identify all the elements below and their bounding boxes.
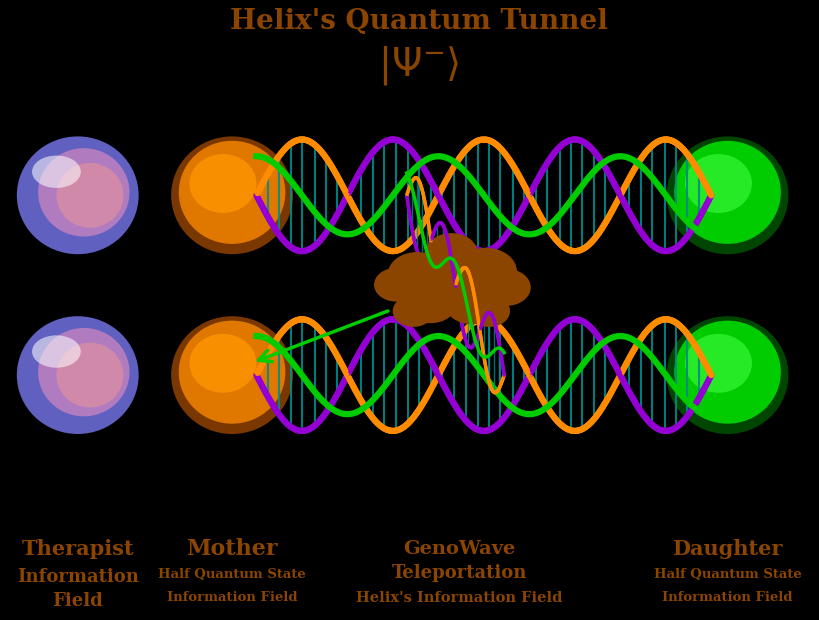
- Ellipse shape: [189, 334, 256, 393]
- Ellipse shape: [32, 156, 81, 188]
- Text: Daughter: Daughter: [672, 539, 782, 559]
- Text: Information Field: Information Field: [662, 591, 792, 603]
- Text: Helix's Information Field: Helix's Information Field: [356, 591, 562, 605]
- Circle shape: [392, 295, 433, 327]
- Ellipse shape: [32, 335, 81, 368]
- Text: Half Quantum State: Half Quantum State: [158, 569, 305, 581]
- Text: Teleportation: Teleportation: [391, 564, 527, 583]
- Text: Information Field: Information Field: [166, 591, 297, 603]
- Ellipse shape: [38, 148, 129, 236]
- Ellipse shape: [17, 316, 138, 434]
- Ellipse shape: [684, 154, 751, 213]
- Ellipse shape: [673, 321, 780, 423]
- Ellipse shape: [666, 136, 788, 254]
- Ellipse shape: [673, 141, 780, 244]
- Ellipse shape: [179, 321, 285, 423]
- Ellipse shape: [179, 141, 285, 244]
- Ellipse shape: [171, 316, 292, 434]
- Ellipse shape: [38, 328, 129, 417]
- Text: Helix's Quantum Tunnel: Helix's Quantum Tunnel: [229, 8, 607, 35]
- Ellipse shape: [17, 136, 138, 254]
- Ellipse shape: [57, 343, 124, 407]
- Circle shape: [373, 268, 418, 301]
- Circle shape: [444, 282, 499, 324]
- Ellipse shape: [684, 334, 751, 393]
- Text: $|\Psi^{-}\rangle$: $|\Psi^{-}\rangle$: [378, 43, 459, 87]
- Text: Field: Field: [52, 592, 103, 611]
- Text: Information: Information: [16, 567, 138, 586]
- Circle shape: [413, 253, 489, 311]
- Ellipse shape: [171, 136, 292, 254]
- Circle shape: [387, 252, 446, 296]
- Circle shape: [482, 269, 530, 306]
- Circle shape: [424, 233, 477, 273]
- Text: Mother: Mother: [186, 538, 278, 560]
- Text: Half Quantum State: Half Quantum State: [653, 569, 800, 581]
- Ellipse shape: [666, 316, 788, 434]
- Circle shape: [455, 248, 516, 295]
- Circle shape: [468, 295, 509, 327]
- Ellipse shape: [57, 163, 124, 228]
- Text: GenoWave: GenoWave: [403, 539, 515, 558]
- Text: Therapist: Therapist: [21, 539, 133, 559]
- Circle shape: [404, 283, 456, 323]
- Ellipse shape: [189, 154, 256, 213]
